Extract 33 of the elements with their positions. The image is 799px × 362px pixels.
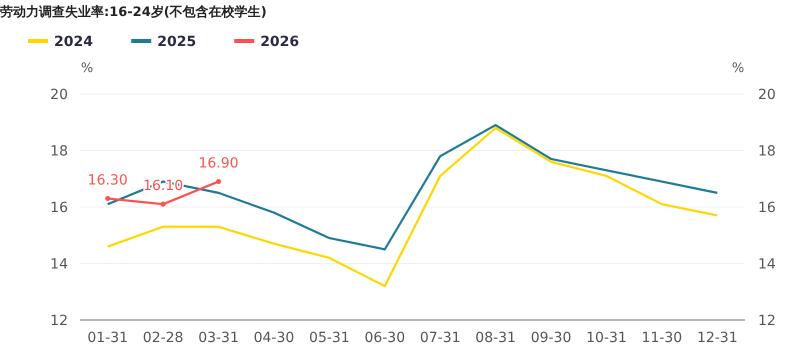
x-tick-label: 07-31 (420, 330, 461, 346)
y2-tick-label: 12 (758, 313, 776, 329)
y2-axis-title: % (732, 61, 744, 76)
legend-label: 2025 (157, 34, 196, 50)
x-tick-label: 01-31 (87, 330, 128, 346)
chart-title: 劳动力调查失业率:16-24岁(不包含在校学生) (0, 4, 267, 20)
y-tick-label: 18 (50, 144, 68, 160)
point (216, 179, 222, 184)
x-tick-label: 09-30 (530, 330, 572, 346)
point (160, 202, 166, 207)
legend-label: 2024 (54, 34, 94, 50)
x-tick-label: 06-30 (364, 330, 406, 346)
data-label: 16.30 (88, 172, 128, 189)
x-tick-label: 08-31 (475, 330, 516, 346)
x-tick-label: 03-31 (198, 330, 239, 346)
y2-tick-label: 20 (758, 87, 776, 103)
y-axis-title: % (80, 61, 94, 76)
x-tick-label: 02-28 (142, 330, 184, 346)
y2-tick-label: 18 (758, 144, 776, 160)
x-tick-label: 05-31 (309, 330, 350, 346)
y-tick-label: 16 (50, 200, 68, 216)
x-tick-label: 04-30 (254, 330, 294, 346)
y2-tick-label: 16 (758, 200, 776, 216)
y-tick-label: 20 (50, 87, 68, 103)
y-tick-label: 14 (50, 256, 68, 272)
x-tick-label: 12-31 (696, 330, 738, 346)
point (105, 196, 110, 202)
y-tick-label: 12 (50, 313, 68, 329)
data-label: 16.90 (198, 156, 239, 172)
y2-tick-label: 14 (758, 256, 776, 272)
x-tick-label: 11-30 (642, 330, 682, 346)
x-tick-label: 10-31 (586, 330, 627, 346)
legend-label: 2026 (260, 34, 300, 50)
